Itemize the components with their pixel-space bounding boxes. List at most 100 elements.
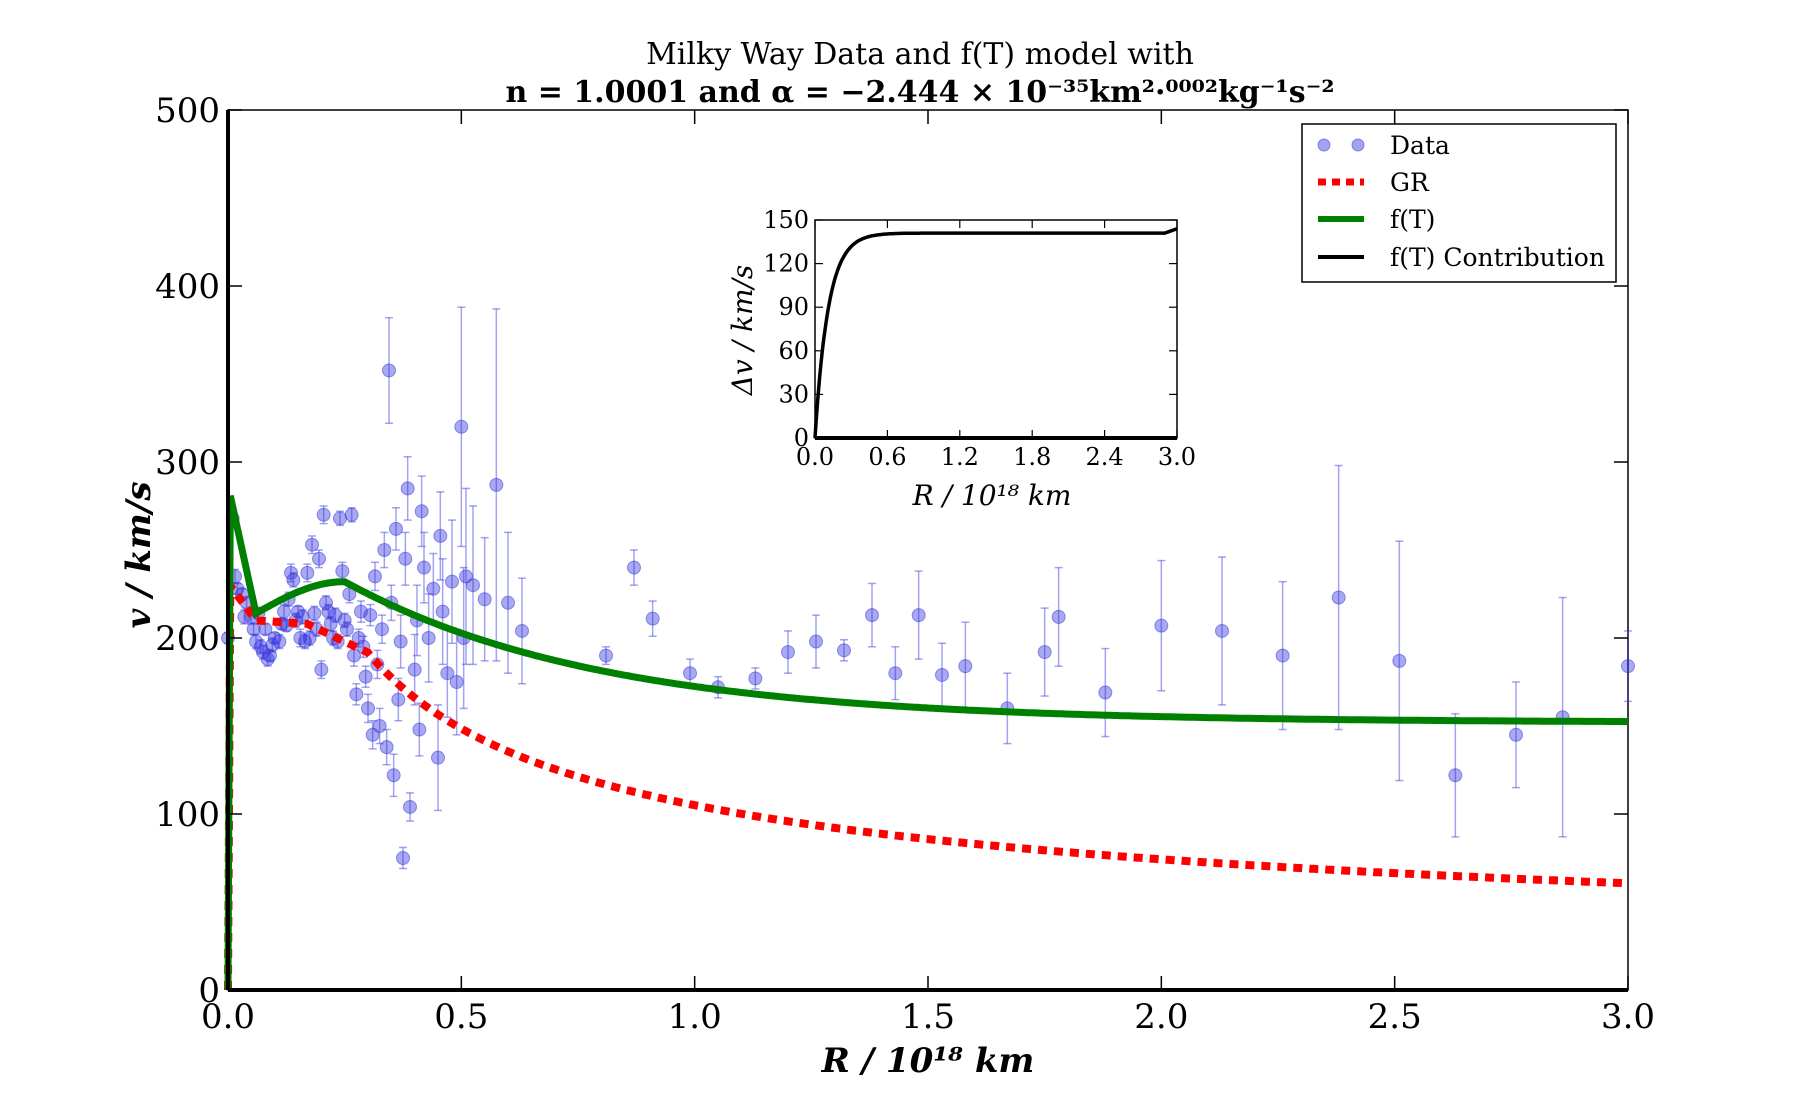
inset-x-tick-label: 0.0 xyxy=(796,443,834,471)
data-point xyxy=(435,604,450,619)
data-point xyxy=(312,551,326,566)
y-tick-label: 300 xyxy=(155,443,220,483)
legend-label-data: Data xyxy=(1390,131,1450,160)
data-point xyxy=(319,595,333,610)
inset-y-tick-label: 0 xyxy=(794,424,809,452)
data-point xyxy=(300,565,315,580)
data-point xyxy=(351,631,366,645)
data-point xyxy=(333,511,347,526)
inset-y-tick-label: 90 xyxy=(778,293,809,321)
data-point xyxy=(501,595,515,610)
data-point xyxy=(489,477,504,492)
data-point xyxy=(515,623,529,638)
data-point xyxy=(454,419,469,434)
data-point xyxy=(272,634,287,649)
legend: Data GR f(T) f(T) Contribution xyxy=(1301,123,1617,283)
data-point xyxy=(382,363,396,378)
data-point xyxy=(246,622,261,637)
inset-frame xyxy=(814,219,1178,439)
y-tick-label: 0 xyxy=(198,971,220,1011)
data-point xyxy=(627,560,641,575)
chart-subtitle: n = 1.0001 and α = −2.444 × 10⁻³⁵km²·⁰⁰⁰… xyxy=(505,75,1334,110)
gr-curve xyxy=(224,573,1629,991)
x-tick-label: 0.0 xyxy=(201,997,255,1037)
x-tick-label: 3.0 xyxy=(1601,997,1655,1037)
data-point xyxy=(358,669,373,684)
inset-contribution-curve xyxy=(813,227,1178,439)
data-point xyxy=(377,543,392,557)
inset-x-tick-label: 2.4 xyxy=(1086,443,1124,471)
chart-title: Milky Way Data and f(T) model with xyxy=(646,37,1194,72)
x-tick-label: 2.0 xyxy=(1134,997,1188,1037)
data-point xyxy=(1509,727,1523,742)
y-tick-label: 100 xyxy=(155,795,220,835)
x-axis-label: R / 10¹⁸ km xyxy=(821,1041,1035,1081)
y-tick-label: 200 xyxy=(155,619,220,659)
data-point xyxy=(1448,768,1463,783)
data-point xyxy=(466,578,480,593)
legend-label-ft: f(T) xyxy=(1390,205,1435,234)
legend-label-gr: GR xyxy=(1390,168,1430,197)
data-point xyxy=(414,504,429,519)
y-tick-label: 400 xyxy=(155,267,220,307)
data-point xyxy=(417,560,431,575)
data-point xyxy=(396,851,410,865)
data-point xyxy=(379,740,394,755)
data-point xyxy=(748,671,763,686)
data-point xyxy=(307,606,322,621)
x-axis-ticks: 0.0 0.5 1.0 1.5 2.0 2.5 3.0 xyxy=(201,110,1655,1037)
data-point xyxy=(445,574,459,589)
data-point xyxy=(398,551,413,566)
ft-curve xyxy=(224,495,1628,991)
data-point xyxy=(1037,645,1052,660)
data-point xyxy=(400,481,415,496)
data-point xyxy=(599,648,613,663)
data-point xyxy=(426,581,441,596)
data-point xyxy=(421,631,436,645)
inset-y-ticks: 0 30 60 90 120 150 xyxy=(763,206,1177,452)
data-point xyxy=(389,521,403,536)
data-point xyxy=(412,722,427,737)
legend-data-marker xyxy=(1317,138,1331,152)
inset-x-tick-label: 1.8 xyxy=(1013,443,1051,471)
data-point xyxy=(1098,685,1113,700)
data-point xyxy=(375,622,389,637)
data-point xyxy=(865,608,879,623)
data-point xyxy=(314,662,329,677)
inset-y-tick-label: 30 xyxy=(778,380,809,408)
data-point xyxy=(1215,623,1229,638)
data-point xyxy=(316,507,331,522)
data-point xyxy=(449,675,464,689)
data-point xyxy=(291,604,305,619)
inset-y-tick-label: 60 xyxy=(778,337,809,365)
data-point xyxy=(1621,659,1635,674)
inset-x-tick-label: 1.2 xyxy=(941,443,979,471)
data-point xyxy=(1275,648,1290,663)
inset-x-tick-label: 3.0 xyxy=(1158,443,1196,471)
data-point xyxy=(403,799,417,814)
data-point xyxy=(277,604,291,619)
inset-x-axis-label: R / 10¹⁸ km xyxy=(912,479,1072,512)
data-point xyxy=(1154,618,1169,633)
x-tick-label: 1.5 xyxy=(901,997,955,1037)
inset-y-tick-label: 120 xyxy=(763,250,809,278)
data-point xyxy=(363,608,378,623)
data-point xyxy=(781,645,795,660)
data-point xyxy=(407,662,422,677)
data-point xyxy=(368,569,382,584)
x-tick-label: 0.5 xyxy=(434,997,488,1037)
y-axis-label: v / km/s xyxy=(119,482,159,629)
inset-y-tick-label: 150 xyxy=(763,206,809,234)
data-point xyxy=(440,666,455,681)
data-point xyxy=(809,634,823,649)
data-point xyxy=(1392,653,1407,668)
legend-label-contribution: f(T) Contribution xyxy=(1390,243,1605,272)
data-point xyxy=(340,622,354,637)
data-point xyxy=(431,750,445,765)
data-point xyxy=(305,537,319,552)
data-point xyxy=(1331,590,1346,605)
data-point xyxy=(372,719,387,733)
